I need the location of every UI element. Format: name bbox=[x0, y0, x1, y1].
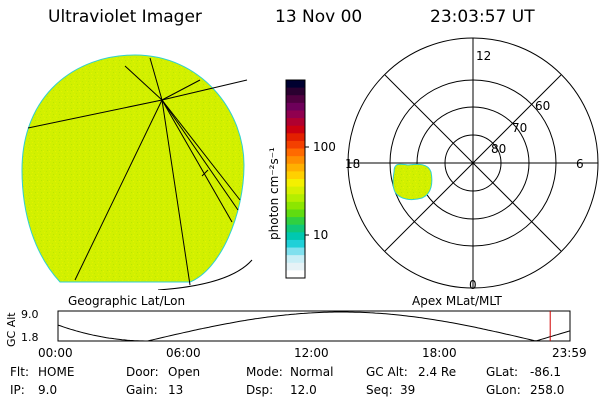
colorbar-frame bbox=[285, 79, 306, 279]
mode-label: Mode: bbox=[246, 365, 283, 379]
timeline-axis-label: GC Alt bbox=[5, 312, 18, 347]
timeline-xtick-1800: 18:00 bbox=[422, 346, 457, 360]
colorbar-band bbox=[286, 171, 305, 180]
mlt-label-12: 12 bbox=[476, 49, 491, 63]
left-panel-label: Geographic Lat/Lon bbox=[68, 294, 185, 308]
colorbar-band bbox=[286, 87, 305, 96]
lat-label-80: 80 bbox=[491, 142, 506, 156]
dsp-label: Dsp: bbox=[246, 383, 274, 397]
colorbar-band bbox=[286, 262, 305, 271]
mlt-label-6: 6 bbox=[576, 157, 584, 171]
date-label: 13 Nov 00 bbox=[275, 7, 363, 27]
door-label: Door: bbox=[126, 365, 159, 379]
mlt-label-0: 0 bbox=[469, 278, 477, 292]
colorbar-band bbox=[286, 133, 305, 142]
timeline-xtick-1200: 12:00 bbox=[294, 346, 329, 360]
colorbar-band bbox=[286, 148, 305, 157]
timeline-frame bbox=[57, 310, 571, 342]
colorbar-band bbox=[286, 201, 305, 211]
colorbar-band bbox=[286, 110, 305, 119]
colorbar-band bbox=[286, 255, 305, 264]
altitude-curve bbox=[57, 311, 571, 342]
gcalt-label: GC Alt: bbox=[366, 365, 408, 379]
glon-value: 258.0 bbox=[530, 383, 565, 397]
earth-disk bbox=[21, 54, 245, 283]
colorbar-band bbox=[286, 194, 305, 203]
timeline-ytick-low: 1.8 bbox=[21, 331, 39, 344]
seq-label: Seq: bbox=[366, 383, 393, 397]
colorbar-band bbox=[286, 163, 305, 172]
colorbar-band bbox=[286, 209, 305, 218]
glat-value: -86.1 bbox=[530, 365, 562, 379]
lat-label-60: 60 bbox=[535, 99, 550, 113]
colorbar-band bbox=[286, 179, 305, 188]
gain-label: Gain: bbox=[126, 383, 158, 397]
time-label: 23:03:57 UT bbox=[430, 7, 535, 27]
auroral-patch bbox=[392, 163, 433, 201]
seq-value: 39 bbox=[400, 383, 416, 397]
timeline-xtick-0000: 00:00 bbox=[38, 346, 73, 360]
altitude-timeline: 9.0 1.8 GC Alt 00:00 06:00 12:00 18:00 2… bbox=[5, 308, 587, 360]
glat-label: GLat: bbox=[486, 365, 519, 379]
ip-value: 9.0 bbox=[38, 383, 58, 397]
colorbar-band bbox=[286, 270, 305, 279]
colorbar-band bbox=[286, 156, 305, 165]
colorbar-band bbox=[286, 140, 305, 150]
right-panel-label: Apex MLat/MLT bbox=[412, 294, 502, 308]
colorbar-band bbox=[286, 125, 305, 134]
flt-label: Flt: bbox=[10, 365, 29, 379]
colorbar-band bbox=[286, 232, 305, 241]
gain-value: 13 bbox=[168, 383, 184, 397]
colorbar-unit-label: photon cm⁻²s⁻¹ bbox=[267, 147, 281, 240]
glon-label: GLon: bbox=[486, 383, 521, 397]
lat-label-70: 70 bbox=[512, 121, 527, 135]
dsp-value: 12.0 bbox=[290, 383, 317, 397]
colorbar-band bbox=[286, 217, 305, 226]
ip-label: IP: bbox=[10, 383, 25, 397]
mlt-label-18: 18 bbox=[345, 157, 360, 171]
colorbar-band bbox=[286, 118, 305, 127]
colorbar-band bbox=[286, 224, 305, 233]
colorbar-band bbox=[286, 239, 305, 249]
polar-plot bbox=[347, 37, 599, 289]
flt-value: HOME bbox=[38, 365, 75, 379]
colorbar-label-100: 100 bbox=[313, 140, 336, 154]
colorbar-band bbox=[286, 80, 305, 89]
timeline-ytick-high: 9.0 bbox=[21, 308, 39, 321]
gcalt-value: 2.4 Re bbox=[418, 365, 457, 379]
app-title: Ultraviolet Imager bbox=[48, 7, 202, 27]
colorbar bbox=[286, 80, 305, 279]
colorbar-band bbox=[286, 95, 305, 104]
grid-lines bbox=[27, 57, 253, 290]
colorbar-band bbox=[286, 186, 305, 195]
geographic-image bbox=[21, 54, 253, 290]
timeline-xtick-2359: 23:59 bbox=[552, 346, 587, 360]
mode-value: Normal bbox=[290, 365, 334, 379]
colorbar-band bbox=[286, 102, 305, 112]
colorbar-band bbox=[286, 247, 305, 256]
colorbar-label-10: 10 bbox=[313, 228, 328, 242]
timeline-xtick-0600: 06:00 bbox=[166, 346, 201, 360]
door-value: Open bbox=[168, 365, 201, 379]
